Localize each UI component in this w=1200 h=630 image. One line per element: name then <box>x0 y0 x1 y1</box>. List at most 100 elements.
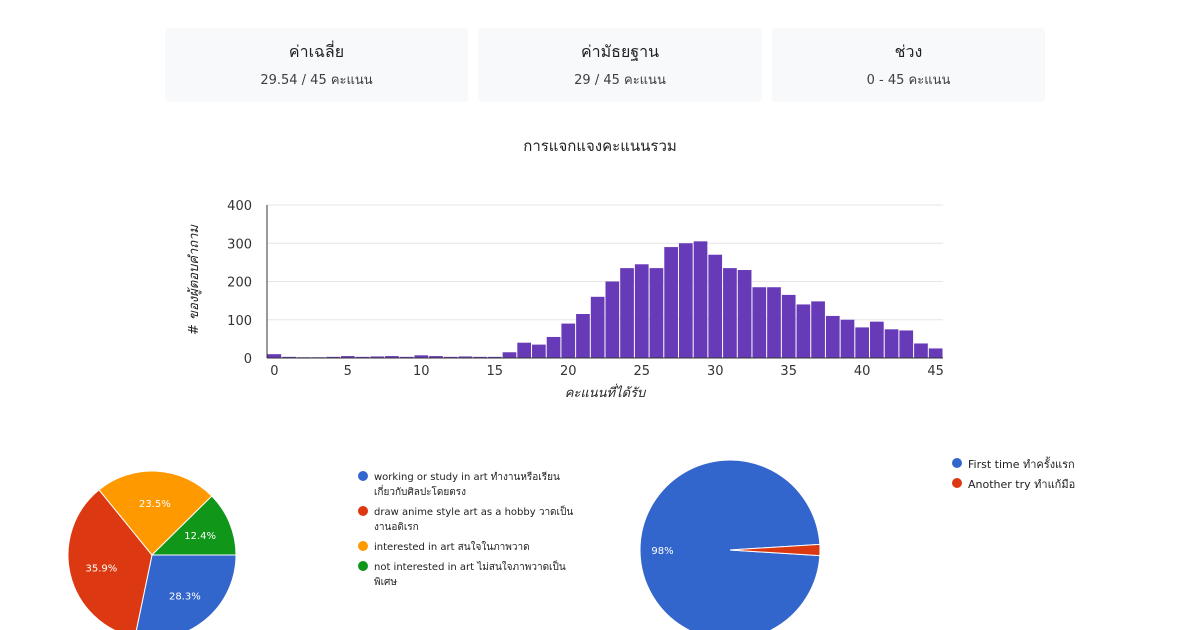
pie1-slices <box>67 470 237 630</box>
histogram-y-ticks: 0 100 200 300 400 <box>227 199 252 367</box>
pie-slice <box>729 543 821 557</box>
legend-label: First time ทำครั้งแรก <box>968 458 1075 471</box>
y-tick-label: 0 <box>244 352 252 367</box>
histogram-bar <box>517 342 532 358</box>
legend-label: working or study in art ทำงานหรือเรียนเก… <box>374 472 560 498</box>
histogram-bar <box>385 356 399 358</box>
pie-value-label: 28.3% <box>169 591 201 602</box>
pie-slice <box>67 489 153 630</box>
histogram-bar <box>355 356 370 358</box>
histogram-bar <box>723 268 737 358</box>
pie-slice <box>639 459 821 630</box>
histogram-bar <box>840 319 855 358</box>
histogram-bar <box>796 304 811 358</box>
histogram-bar <box>693 241 708 358</box>
legend-item: interested in art สนใจในภาพวาด <box>358 540 578 555</box>
stat-label-range: ช่วง <box>894 42 923 61</box>
legend-label: interested in art สนใจในภาพวาด <box>374 542 530 553</box>
pie2-value-labels: 98% <box>651 546 673 557</box>
x-tick-label: 10 <box>413 364 430 379</box>
x-tick-label: 30 <box>707 364 724 379</box>
pie-slice <box>150 495 237 556</box>
histogram-bar <box>399 356 414 358</box>
histogram-bar <box>429 356 443 358</box>
legend-swatch <box>358 471 368 481</box>
legend-swatch <box>952 458 962 468</box>
legend-item: draw anime style art as a hobby วาดเป็นง… <box>358 505 578 535</box>
legend-item: not interested in art ไม่สนใจภาพวาดเป็นพ… <box>358 560 578 590</box>
histogram-bar <box>546 336 561 358</box>
x-tick-label: 45 <box>927 364 944 379</box>
histogram-bar <box>664 247 678 358</box>
histogram-bar <box>767 287 781 358</box>
pie1-legend: working or study in art ทำงานหรือเรียนเก… <box>358 470 578 595</box>
histogram-bar <box>561 323 576 358</box>
legend-item: Another try ทำแก้มือ <box>952 477 1152 492</box>
histogram-bar <box>473 356 487 358</box>
histogram-bar <box>282 356 296 358</box>
stat-value-mean: 29.54 / 45 คะแนน <box>260 73 373 88</box>
histogram-bar <box>532 344 546 358</box>
histogram-bar <box>487 356 502 358</box>
histogram-bar <box>825 315 840 358</box>
pie-slice <box>135 554 237 630</box>
x-tick-label: 20 <box>560 364 577 379</box>
stat-value-median: 29 / 45 คะแนน <box>574 73 666 88</box>
x-tick-label: 35 <box>780 364 797 379</box>
y-tick-label: 400 <box>227 199 252 214</box>
histogram-bar <box>590 296 605 358</box>
histogram-bar <box>620 268 634 358</box>
x-tick-label: 15 <box>487 364 504 379</box>
histogram-bar <box>899 330 914 358</box>
histogram-bar <box>576 314 590 358</box>
histogram-bar <box>870 321 884 358</box>
histogram-bar <box>502 352 517 358</box>
stat-label-median: ค่ามัธยฐาน <box>580 42 660 61</box>
histogram-bars <box>267 241 943 358</box>
histogram-bar <box>326 356 340 358</box>
histogram-bar <box>267 354 282 358</box>
x-tick-label: 25 <box>633 364 650 379</box>
pie1-value-labels: 28.3% 35.9% 23.5% 12.4% <box>86 499 217 602</box>
histogram-chart: 0 100 200 300 400 0 5 10 15 20 25 30 35 40 45 คะแนนที… <box>187 199 944 401</box>
x-tick-label: 40 <box>854 364 871 379</box>
x-tick-label: 5 <box>344 364 352 379</box>
legend-item: working or study in art ทำงานหรือเรียนเก… <box>358 470 578 500</box>
histogram-bar <box>414 355 429 358</box>
y-tick-label: 200 <box>227 276 252 291</box>
x-tick-label: 0 <box>270 364 278 379</box>
y-tick-label: 300 <box>227 237 252 252</box>
histogram-x-label: คะแนนที่ได้รับ <box>565 383 647 401</box>
stat-card-median: ค่ามัธยฐาน 29 / 45 คะแนน <box>478 28 762 102</box>
histogram-bar <box>458 356 473 358</box>
stat-value-range: 0 - 45 คะแนน <box>866 73 951 88</box>
pie-value-label: 35.9% <box>86 563 118 574</box>
histogram-bar <box>708 254 723 358</box>
histogram-y-label: # ของผู้ตอบคำถาม <box>187 224 202 335</box>
histogram-bar <box>678 243 693 358</box>
histogram-x-ticks: 0 5 10 15 20 25 30 35 40 45 <box>270 364 944 379</box>
histogram-bar <box>634 264 649 358</box>
stat-label-mean: ค่าเฉลี่ย <box>288 42 345 61</box>
histogram-bar <box>811 301 825 358</box>
legend-swatch <box>358 541 368 551</box>
histogram-bar <box>737 270 752 358</box>
pie-slice <box>98 470 213 556</box>
legend-label: not interested in art ไม่สนใจภาพวาดเป็นพ… <box>374 562 566 588</box>
y-tick-label: 100 <box>227 314 252 329</box>
legend-label: Another try ทำแก้มือ <box>968 478 1076 491</box>
legend-label: draw anime style art as a hobby วาดเป็นง… <box>374 507 574 533</box>
pie2-slices <box>639 459 821 630</box>
pie-value-label: 23.5% <box>139 499 171 510</box>
histogram-title: การแจกแจงคะแนนรวม <box>523 137 677 155</box>
histogram-bar <box>649 268 664 358</box>
histogram-bar <box>443 356 458 358</box>
pie-value-label: 12.4% <box>184 531 216 542</box>
legend-swatch <box>358 506 368 516</box>
histogram-bar <box>855 327 870 358</box>
histogram-bar <box>928 348 943 358</box>
stat-card-mean: ค่าเฉลี่ย 29.54 / 45 คะแนน <box>165 28 468 102</box>
histogram-bar <box>752 287 767 358</box>
histogram-bar <box>781 294 796 358</box>
